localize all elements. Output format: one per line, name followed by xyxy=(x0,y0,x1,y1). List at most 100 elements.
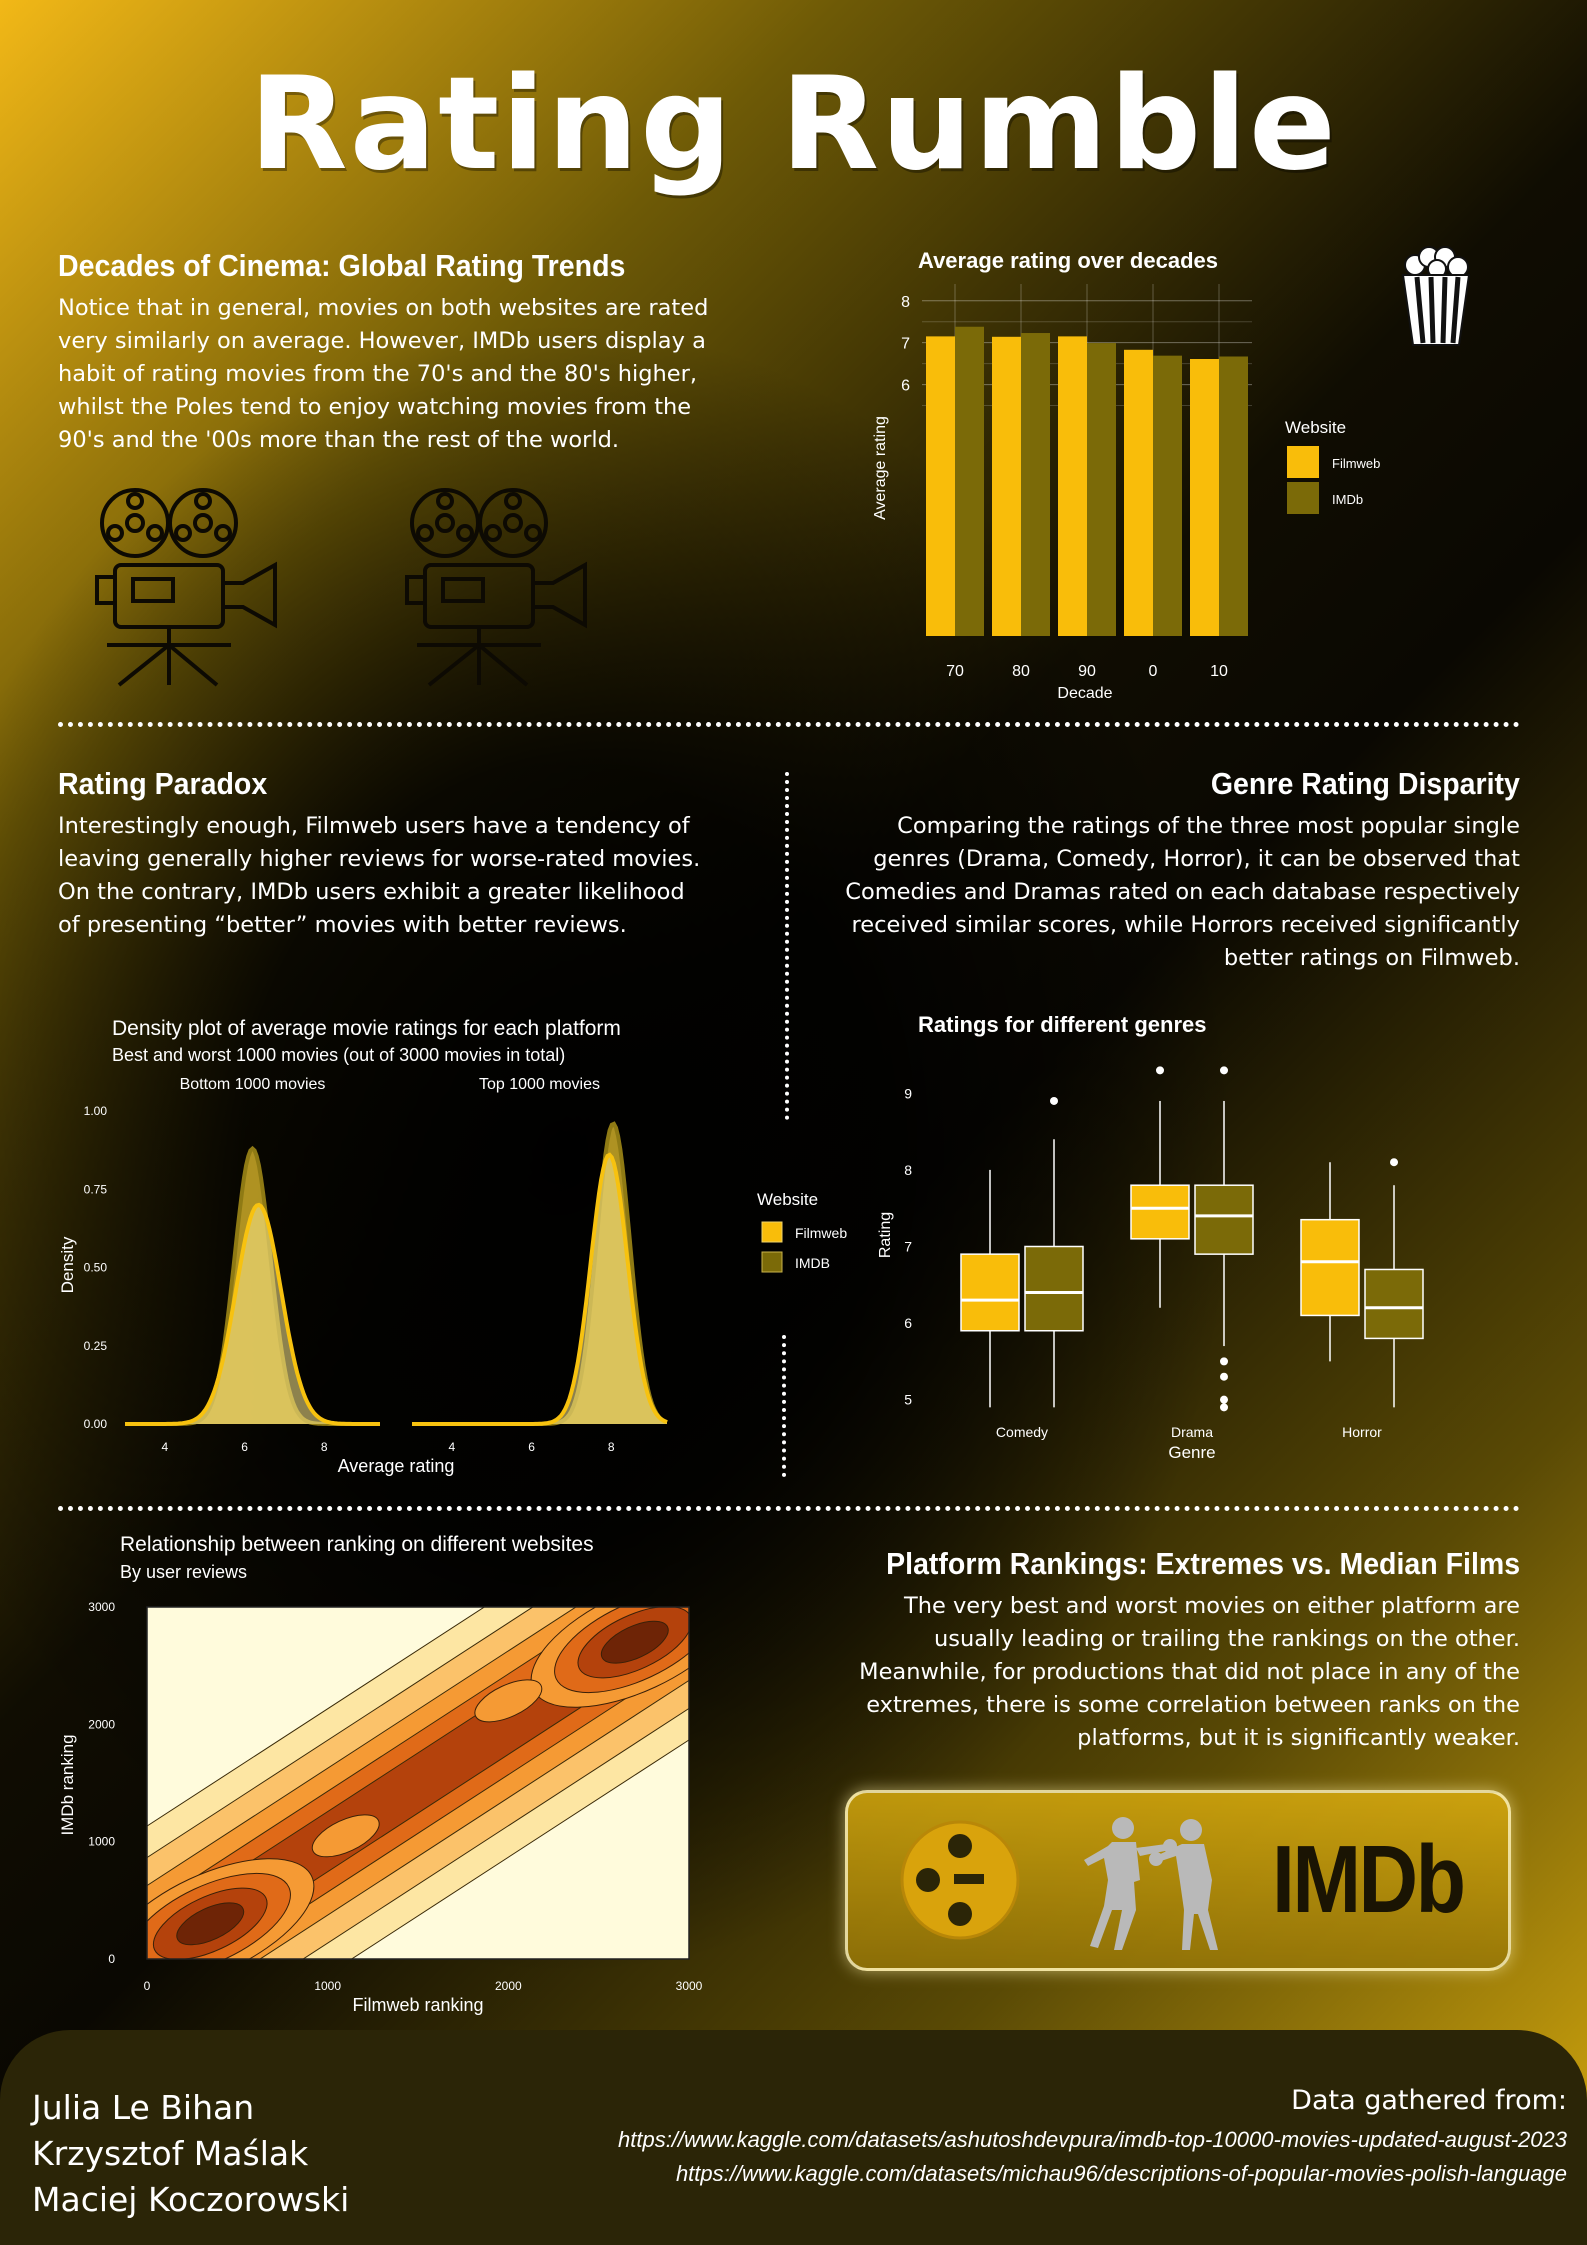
x-tick-label: 90 xyxy=(1078,663,1096,680)
y-axis-label: Rating xyxy=(877,1212,894,1258)
data-source-link[interactable]: https://www.kaggle.com/datasets/michau96… xyxy=(675,2161,1567,2186)
x-tick-label: 8 xyxy=(608,1440,615,1454)
text-line: Notice that in general, movies on both w… xyxy=(58,295,709,321)
y-axis-label: Density xyxy=(58,1236,77,1293)
legend-swatch-filmweb xyxy=(1287,446,1319,478)
boxers-icon xyxy=(1084,1817,1218,1950)
popcorn-icon xyxy=(1401,246,1471,346)
text-line: better ratings on Filmweb. xyxy=(1223,945,1520,971)
legend-label-filmweb: Filmweb xyxy=(1332,456,1380,471)
y-tick-label: 6 xyxy=(901,378,910,395)
bar-imdb-10 xyxy=(1219,356,1248,636)
outlier-point xyxy=(1220,1357,1228,1366)
rankings-heading: Platform Rankings: Extremes vs. Median F… xyxy=(886,1546,1520,1581)
decades-chart-title: Average rating over decades xyxy=(918,248,1218,273)
box-body xyxy=(1130,1184,1190,1240)
density-area-filmweb xyxy=(125,1204,380,1424)
x-tick-label: Comedy xyxy=(996,1424,1048,1440)
x-axis-label: Decade xyxy=(1057,685,1112,702)
text-line: The very best and worst movies on either… xyxy=(903,1593,1520,1619)
author-name: Julia Le Bihan xyxy=(32,2088,255,2127)
author-name: Krzysztof Maślak xyxy=(32,2134,309,2173)
x-tick-label: 70 xyxy=(946,663,964,680)
outlier-point xyxy=(1220,1066,1228,1075)
legend-title: Website xyxy=(1285,418,1346,437)
text-line: Comedies and Dramas rated on each databa… xyxy=(845,879,1520,905)
film-camera-icon xyxy=(95,488,277,687)
ranking-chart-subtitle: By user reviews xyxy=(120,1562,248,1582)
rankings-text: The very best and worst movies on either… xyxy=(800,1590,1520,1755)
outlier-point xyxy=(1220,1403,1228,1412)
outlier-point xyxy=(1050,1096,1058,1105)
page-title: Rating Rumble xyxy=(249,50,1338,199)
section-divider xyxy=(58,722,1520,727)
density-chart: Bottom 1000 movies Top 1000 movies 0.00 0.… xyxy=(58,1076,847,1476)
decades-heading: Decades of Cinema: Global Rating Trends xyxy=(58,248,626,283)
x-tick-label: 2000 xyxy=(495,1979,522,1993)
box-body xyxy=(1194,1184,1254,1255)
outlier-point xyxy=(1156,1066,1164,1075)
text-line: leaving generally higher reviews for wor… xyxy=(58,846,701,872)
text-line: On the contrary, IMDb users exhibit a gr… xyxy=(58,879,685,905)
text-line: usually leading or trailing the rankings… xyxy=(934,1626,1520,1652)
y-tick-label: 1000 xyxy=(88,1835,115,1849)
bar-filmweb-90 xyxy=(1058,336,1087,636)
y-axis-label: Average rating xyxy=(872,416,889,520)
decades-bar-chart: 6 7 8 70 80 90 0 10 Average rating Decade Webs… xyxy=(872,284,1380,702)
panel-label: Top 1000 movies xyxy=(479,1076,600,1093)
contour-peak xyxy=(600,1620,669,1664)
text-line: extremes, there is some correlation betw… xyxy=(866,1692,1520,1718)
density-chart-subtitle: Best and worst 1000 movies (out of 3000 … xyxy=(112,1045,566,1065)
x-tick-label: 3000 xyxy=(676,1979,703,1993)
bar-filmweb-0 xyxy=(1124,349,1153,636)
text-line: whilst the Poles tend to enjoy watching … xyxy=(58,394,692,420)
text-line: received similar scores, while Horrors r… xyxy=(851,912,1520,938)
density-area-filmweb xyxy=(412,1154,667,1424)
box-imdb-horror xyxy=(1364,1158,1424,1408)
legend-label-imdb: IMDb xyxy=(1332,492,1363,507)
data-source-link[interactable]: https://www.kaggle.com/datasets/ashutosh… xyxy=(618,2127,1567,2152)
y-tick-label: 7 xyxy=(904,1238,912,1254)
density-chart-title: Density plot of average movie ratings fo… xyxy=(112,1017,621,1040)
box-filmweb-comedy xyxy=(960,1169,1020,1408)
contour-peak xyxy=(176,1902,245,1946)
y-tick-label: 9 xyxy=(904,1085,912,1101)
y-tick-label: 0.50 xyxy=(84,1261,108,1275)
contour-peak xyxy=(311,1814,380,1858)
y-tick-label: 0.00 xyxy=(84,1417,108,1431)
legend-swatch-imdb xyxy=(761,1251,783,1273)
bar-imdb-70 xyxy=(955,326,984,636)
authors-list: Julia Le Bihan Krzysztof Maślak Maciej K… xyxy=(32,2085,349,2223)
box-imdb-drama xyxy=(1194,1066,1254,1412)
box-filmweb-drama xyxy=(1130,1066,1190,1308)
genre-chart-title: Ratings for different genres xyxy=(918,1012,1207,1037)
contour-peak xyxy=(474,1679,543,1723)
density-line-filmweb xyxy=(412,1152,668,1426)
x-tick-label: 10 xyxy=(1210,663,1228,680)
x-tick-label: 4 xyxy=(162,1440,169,1454)
y-tick-label: 0.25 xyxy=(84,1339,108,1353)
y-tick-label: 1.00 xyxy=(84,1104,108,1118)
genre-text: Comparing the ratings of the three most … xyxy=(800,810,1520,975)
paradox-text: Interestingly enough, Filmweb users have… xyxy=(58,810,758,942)
box-imdb-comedy xyxy=(1024,1096,1084,1408)
y-tick-label: 3000 xyxy=(88,1600,115,1614)
y-tick-label: 5 xyxy=(904,1392,912,1408)
y-tick-label: 8 xyxy=(904,1162,912,1178)
y-tick-label: 6 xyxy=(904,1315,912,1331)
y-tick-label: 0.75 xyxy=(84,1182,108,1196)
x-tick-label: 1000 xyxy=(314,1979,341,1993)
panel-label: Bottom 1000 movies xyxy=(180,1076,326,1093)
y-tick-label: 0 xyxy=(108,1952,115,1966)
box-body xyxy=(1364,1268,1424,1340)
legend-title: Website xyxy=(757,1190,818,1209)
x-axis-label: Average rating xyxy=(338,1456,455,1476)
text-line: of presenting “better” movies with bette… xyxy=(58,912,627,938)
footer xyxy=(0,2030,1587,2245)
x-tick-label: 8 xyxy=(321,1440,328,1454)
vertical-divider xyxy=(782,1335,786,1477)
plot-frame xyxy=(146,1606,690,1960)
outlier-point xyxy=(1390,1158,1398,1167)
x-tick-label: 0 xyxy=(144,1979,151,1993)
box-body xyxy=(1300,1218,1360,1317)
